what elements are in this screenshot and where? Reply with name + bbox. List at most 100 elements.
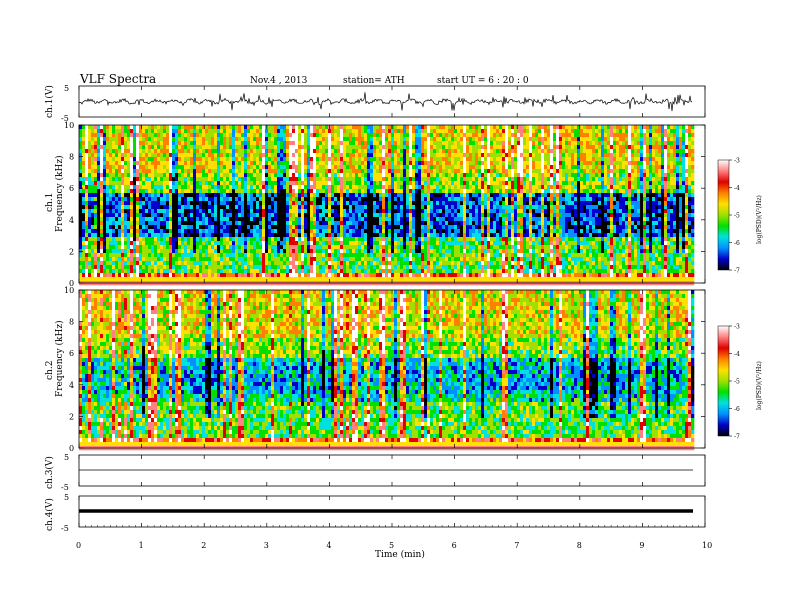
spectrogram-cell <box>427 193 430 197</box>
spectrogram-cell <box>193 201 196 205</box>
spectrogram-cell <box>331 269 334 273</box>
spectrogram-cell <box>280 181 283 185</box>
spectrogram-cell <box>364 205 367 209</box>
spectrogram-cell <box>88 129 91 133</box>
spectrogram-cell <box>166 185 169 189</box>
spectrogram-cell <box>223 201 226 205</box>
spectrogram-cell <box>430 189 433 193</box>
spectrogram-cell <box>244 157 247 161</box>
spectrogram-cell <box>286 237 289 241</box>
spectrogram-cell <box>187 221 190 225</box>
spectrogram-cell <box>142 137 145 141</box>
spectrogram-cell <box>343 173 346 177</box>
spectrogram-cell <box>118 181 121 185</box>
spectrogram-cell <box>142 257 145 261</box>
spectrogram-cell <box>340 261 343 265</box>
spectrogram-cell <box>289 205 292 209</box>
spectrogram-cell <box>307 129 310 133</box>
spectrogram-cell <box>208 137 211 141</box>
spectrogram-cell <box>346 225 349 229</box>
spectrogram-cell <box>406 249 409 253</box>
spectrogram-cell <box>385 153 388 157</box>
spectrogram-cell <box>286 233 289 237</box>
spectrogram-cell <box>235 173 238 177</box>
spectrogram-cell <box>226 189 229 193</box>
spectrogram-cell <box>235 181 238 185</box>
spectrogram-cell <box>319 189 322 193</box>
spectrogram-cell <box>265 241 268 245</box>
spectrogram-cell <box>295 269 298 273</box>
spectrogram-cell <box>130 269 133 273</box>
spectrogram-cell <box>283 197 286 201</box>
spectrogram-cell <box>190 125 193 129</box>
spectrogram-cell <box>193 225 196 229</box>
spectrogram-cell <box>100 265 103 269</box>
spectrogram-cell <box>253 249 256 253</box>
spectrogram-cell <box>280 205 283 209</box>
spectrogram-cell <box>232 257 235 261</box>
spectrogram-cell <box>187 209 190 213</box>
spectrogram-cell <box>226 209 229 213</box>
spectrogram-cell <box>196 181 199 185</box>
spectrogram-cell <box>193 213 196 217</box>
spectrogram-cell <box>130 153 133 157</box>
spectrogram-cell <box>292 153 295 157</box>
spectrogram-cell <box>157 169 160 173</box>
spectrogram-cell <box>85 141 88 145</box>
spectrogram-cell <box>265 193 268 197</box>
spectrogram-cell <box>280 261 283 265</box>
spectrogram-cell <box>307 253 310 257</box>
spectrogram-cell <box>85 221 88 225</box>
spectrogram-cell <box>412 181 415 185</box>
spectrogram-cell <box>436 233 439 237</box>
spectrogram-cell <box>421 201 424 205</box>
spectrogram-cell <box>373 177 376 181</box>
spectrogram-cell <box>352 249 355 253</box>
spectrogram-cell <box>226 261 229 265</box>
spectrogram-cell <box>229 173 232 177</box>
spectrogram-cell <box>355 265 358 269</box>
spectrogram-cell <box>364 149 367 153</box>
spectrogram-cell <box>415 233 418 237</box>
spectrogram-cell <box>121 193 124 197</box>
spectrogram-cell <box>154 241 157 245</box>
spectrogram-cell <box>355 245 358 249</box>
spectrogram-cell <box>202 185 205 189</box>
spectrogram-cell <box>253 197 256 201</box>
spectrogram-cell <box>334 273 337 277</box>
spectrogram-cell <box>277 221 280 225</box>
spectrogram-cell <box>160 133 163 137</box>
spectrogram-cell <box>196 177 199 181</box>
spectrogram-cell <box>385 245 388 249</box>
spectrogram-cell <box>106 177 109 181</box>
spectrogram-cell <box>280 277 283 281</box>
spectrogram-cell <box>199 213 202 217</box>
spectrogram-cell <box>409 225 412 229</box>
spectrogram-cell <box>118 129 121 133</box>
spectrogram-cell <box>298 181 301 185</box>
spectrogram-cell <box>97 173 100 177</box>
spectrogram-cell <box>106 217 109 221</box>
spectrogram-cell <box>433 221 436 225</box>
spectrogram-cell <box>172 169 175 173</box>
spectrogram-cell <box>226 241 229 245</box>
spectrogram-cell <box>310 237 313 241</box>
spectrogram-cell <box>241 169 244 173</box>
spectrogram-cell <box>343 137 346 141</box>
spectrogram-cell <box>172 209 175 213</box>
spectrogram-cell <box>193 149 196 153</box>
spectrogram-cell <box>319 129 322 133</box>
spectrogram-cell <box>91 209 94 213</box>
spectrogram-cell <box>343 213 346 217</box>
spectrogram-cell <box>439 181 442 185</box>
spectrogram-cell <box>124 173 127 177</box>
spectrogram-cell <box>220 165 223 169</box>
spectrogram-cell <box>169 181 172 185</box>
spectrogram-cell <box>145 277 148 281</box>
spectrogram-cell <box>151 205 154 209</box>
spectrogram-cell <box>100 261 103 265</box>
spectrogram-cell <box>427 129 430 133</box>
spectrogram-cell <box>331 169 334 173</box>
spectrogram-cell <box>199 245 202 249</box>
spectrogram-cell <box>436 133 439 137</box>
